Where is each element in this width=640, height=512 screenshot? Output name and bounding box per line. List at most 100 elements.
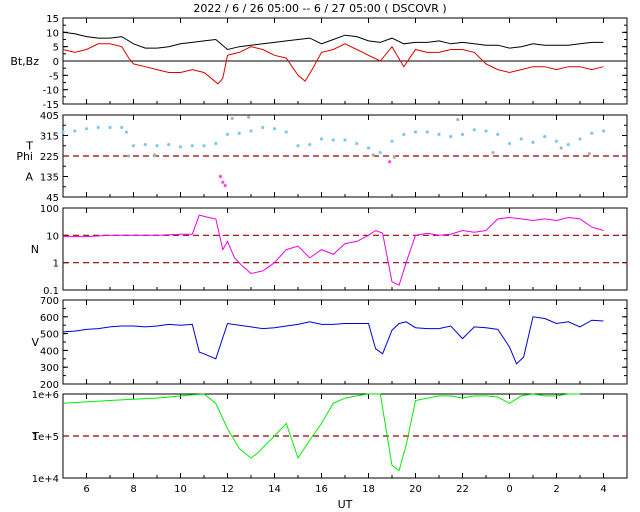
y-tick-label: 1e+6 [32,390,59,401]
phi-points-point [153,153,157,157]
temperature-points-point [378,150,382,155]
temperature-points-point [554,139,559,143]
temperature-points-point [437,132,441,136]
temperature-points-point [120,125,124,130]
y-axis-label: A [25,171,33,184]
temperature-points-point [261,125,265,130]
x-tick-label: 10 [174,484,187,495]
temperature-points-point [108,125,112,130]
temperature-points-point [84,127,89,131]
y-tick-label: 315 [40,132,59,143]
phi-points-point [559,146,563,150]
phi-points-point [491,150,495,155]
temperature-points-point [507,141,512,146]
temperature-points-point [484,129,488,133]
y-axis-label: T [31,430,39,443]
temperature-points-point [284,130,288,134]
y-tick-label: 0 [53,57,59,68]
temperature-points-point [319,137,324,141]
temperature-points-point [531,140,535,144]
temperature-points-point [331,138,335,142]
temperature-points-point [124,130,129,134]
x-tick-label: 6 [83,484,89,495]
a-points-point [388,160,392,164]
temperature-points-point [202,144,206,148]
temp-line-series [62,393,580,472]
y-tick-label: 200 [40,380,59,391]
temperature-points-point [61,130,65,134]
y-tick-label: 700 [40,296,59,307]
speed-series [62,316,604,365]
phi-points-point [587,152,592,156]
temperature-points-point [225,132,230,136]
panel-frame [62,207,628,291]
x-tick-label: 16 [315,484,328,495]
x-tick-label: 22 [456,484,469,495]
y-tick-label: 0.1 [43,286,59,297]
y-tick-label: -5 [49,71,59,82]
y-axis-label: N [31,243,39,256]
density-series [63,214,604,286]
y-tick-label: 135 [40,173,59,184]
y-tick-label: 300 [40,363,59,374]
temperature-points-point [155,144,159,148]
phi-points-point [392,155,396,159]
temperature-points-point [366,146,371,150]
bt-series [62,31,604,51]
y-tick-label: 405 [40,111,59,122]
y-tick-label: 100 [40,204,59,215]
temperature-points-point [96,125,100,130]
temperature-points-point [578,137,582,141]
x-tick-label: 12 [221,484,234,495]
phi-points-point [127,154,131,158]
temperature-points-point [413,130,418,134]
y-tick-label: 600 [40,313,59,324]
x-tick-label: 2 [553,484,559,495]
y-tick-label: 5 [53,43,59,54]
phi-points-point [371,153,375,157]
y-tick-label: 1e+5 [32,432,59,443]
temperature-points-point [143,143,147,147]
temperature-points-point [178,145,183,149]
temperature-points-point [214,141,218,146]
a-points-point [223,184,227,188]
temperature-points-point [190,144,194,148]
temperature-points-point [343,138,347,142]
y-axis-label: T [25,140,33,153]
x-tick-label: 8 [130,484,136,495]
y-axis-label: Phi [16,150,33,163]
temperature-points-point [496,132,500,136]
y-tick-label: 1e+4 [32,474,59,485]
y-tick-label: 15 [46,14,59,25]
x-axis-label: UT [338,498,353,511]
temperature-points-point [590,131,594,135]
x-tick-label: 20 [409,484,422,495]
temperature-points-point [249,129,253,133]
temperature-points-point [272,127,277,131]
temperature-points-point [73,129,77,133]
temperature-points-point [296,144,300,148]
temperature-points-point [402,132,406,136]
y-tick-label: 45 [46,193,59,204]
temperature-points-point [449,135,453,139]
y-tick-label: 225 [40,152,59,163]
y-tick-label: 500 [40,330,59,341]
bz-series [62,43,604,85]
y-axis-label: V [31,336,39,349]
x-tick-label: 14 [268,484,281,495]
temperature-points-point [355,141,359,146]
y-tick-label: 1 [53,259,59,270]
y-tick-label: 400 [40,346,59,357]
temperature-points-point [131,144,136,148]
y-tick-label: -15 [43,100,59,111]
panel-frame [62,299,628,385]
temperature-points-point [601,129,606,133]
a-points-point [221,180,225,184]
temperature-points-point [543,135,547,139]
chart-title: 2022 / 6 / 26 05:00 -- 6 / 27 05:00 ( DS… [193,2,447,15]
x-tick-label: 4 [600,484,606,495]
x-tick-label: 0 [506,484,512,495]
y-tick-label: 10 [46,28,59,39]
temperature-points-point [425,130,429,134]
